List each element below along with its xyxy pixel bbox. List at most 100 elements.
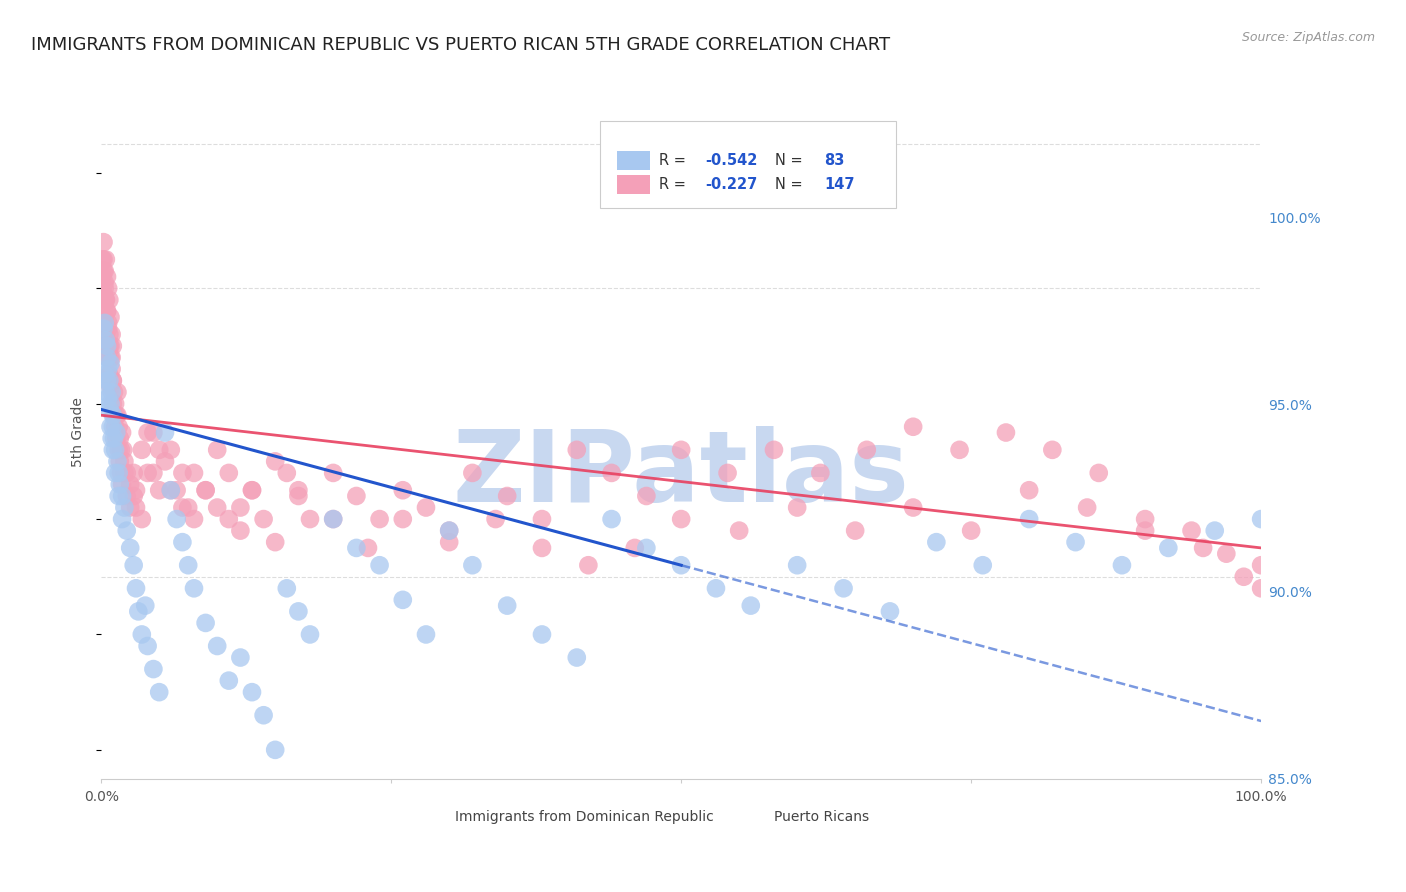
Point [669,512,692,526]
Point [636,489,658,503]
Point [120,477,142,491]
Point [901,419,924,434]
Point [93,339,115,353]
Point [264,535,287,549]
Text: Puerto Ricans: Puerto Ricans [773,810,869,824]
Point [97,362,120,376]
Point [415,627,437,641]
Point [107,419,129,434]
Point [94,252,117,267]
Point [1250,558,1272,573]
Point [901,500,924,515]
Point [1157,541,1180,555]
Point [97,281,120,295]
Point [148,442,170,457]
Text: -0.542: -0.542 [706,153,758,168]
Point [100,351,122,365]
Point [131,627,153,641]
Point [107,385,129,400]
Point [1215,547,1237,561]
Text: 83: 83 [824,153,844,168]
Point [925,535,948,549]
Point [344,489,367,503]
Point [108,431,131,445]
Point [122,489,145,503]
Point [159,483,181,498]
Point [1192,541,1215,555]
Point [105,425,128,440]
Point [125,483,148,498]
Point [484,512,506,526]
Point [91,252,114,267]
Point [107,466,129,480]
Point [287,489,309,503]
Point [100,431,122,445]
Point [112,454,135,468]
Point [844,524,866,538]
Point [218,512,240,526]
Text: -0.227: -0.227 [706,178,758,192]
Point [1018,483,1040,498]
Point [183,466,205,480]
Point [623,541,645,555]
Point [93,264,115,278]
Point [322,512,344,526]
FancyBboxPatch shape [617,175,650,194]
Point [105,431,128,445]
Point [100,327,122,342]
Point [93,321,115,335]
Point [194,483,217,498]
Point [111,489,134,503]
Point [93,264,115,278]
Point [122,558,145,573]
Point [136,639,159,653]
Text: IMMIGRANTS FROM DOMINICAN REPUBLIC VS PUERTO RICAN 5TH GRADE CORRELATION CHART: IMMIGRANTS FROM DOMINICAN REPUBLIC VS PU… [31,36,890,54]
Point [437,524,460,538]
Point [136,425,159,440]
Point [960,524,983,538]
Point [994,425,1017,440]
Point [101,408,124,422]
Point [240,483,263,498]
Point [287,604,309,618]
Point [704,582,727,596]
Point [762,442,785,457]
Point [437,524,460,538]
Point [205,639,228,653]
Point [855,442,877,457]
Point [322,512,344,526]
Point [142,425,165,440]
Point [107,489,129,503]
Point [287,483,309,498]
Point [576,558,599,573]
Point [120,541,142,555]
Point [740,599,762,613]
Point [218,466,240,480]
Point [112,500,135,515]
Point [96,339,118,353]
Point [166,483,188,498]
Point [131,442,153,457]
Point [172,466,194,480]
Point [264,454,287,468]
Point [125,582,148,596]
Point [112,442,135,457]
Point [93,327,115,342]
Point [1076,500,1098,515]
Point [96,304,118,318]
Point [322,466,344,480]
Point [96,351,118,365]
Point [496,599,519,613]
Point [97,321,120,335]
Point [530,627,553,641]
Point [159,483,181,498]
Point [93,235,115,249]
Point [100,339,122,353]
Point [437,535,460,549]
Point [103,385,125,400]
Point [194,615,217,630]
Point [276,582,298,596]
Point [153,425,176,440]
Point [108,454,131,468]
Point [93,310,115,325]
